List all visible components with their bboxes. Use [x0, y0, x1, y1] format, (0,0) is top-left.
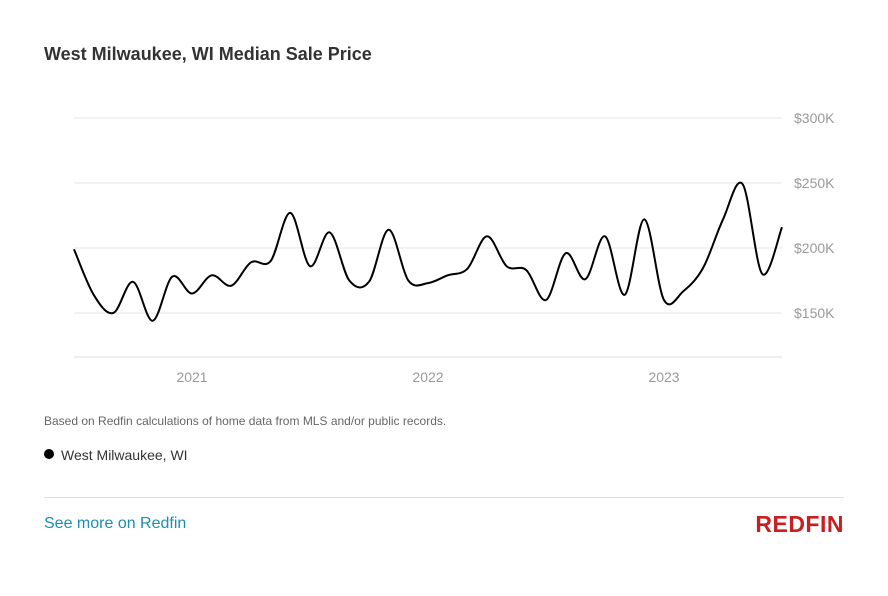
- data-point[interactable]: [148, 316, 158, 326]
- data-point[interactable]: [285, 208, 295, 218]
- data-point[interactable]: [777, 222, 787, 232]
- see-more-link[interactable]: See more on Redfin: [44, 515, 187, 532]
- data-point[interactable]: [443, 270, 453, 280]
- data-point[interactable]: [403, 276, 413, 286]
- source-note: Based on Redfin calculations of home dat…: [44, 414, 447, 428]
- grid-layer: [74, 117, 782, 314]
- data-point[interactable]: [108, 308, 118, 318]
- x-tick-label: 2022: [412, 369, 443, 385]
- data-point[interactable]: [305, 261, 315, 271]
- chart-title: West Milwaukee, WI Median Sale Price: [44, 44, 372, 64]
- data-point[interactable]: [364, 277, 374, 287]
- data-point[interactable]: [600, 231, 610, 241]
- redfin-logo[interactable]: REDFIN: [755, 511, 844, 537]
- data-point[interactable]: [226, 281, 236, 291]
- data-point[interactable]: [207, 270, 217, 280]
- data-point[interactable]: [561, 248, 571, 258]
- data-point[interactable]: [679, 286, 689, 296]
- y-tick-layer: $150K $200K $250K $300K: [794, 110, 835, 321]
- data-point[interactable]: [89, 290, 99, 300]
- y-tick-label: $250K: [794, 175, 835, 191]
- data-point[interactable]: [502, 261, 512, 271]
- data-point[interactable]: [482, 231, 492, 241]
- y-tick-label: $200K: [794, 240, 835, 256]
- data-point[interactable]: [718, 214, 728, 224]
- x-tick-label: 2023: [648, 369, 679, 385]
- data-point[interactable]: [580, 274, 590, 284]
- data-point[interactable]: [325, 227, 335, 237]
- legend-label: West Milwaukee, WI: [61, 447, 188, 463]
- data-point[interactable]: [187, 289, 197, 299]
- x-tick-label: 2021: [176, 369, 207, 385]
- data-point[interactable]: [246, 257, 256, 267]
- data-point[interactable]: [639, 214, 649, 224]
- data-point[interactable]: [384, 225, 394, 235]
- data-point[interactable]: [757, 269, 767, 279]
- data-point[interactable]: [698, 263, 708, 273]
- x-tick-layer: 2021 2022 2023: [176, 369, 679, 385]
- data-point[interactable]: [423, 278, 433, 288]
- data-point-layer: [69, 179, 787, 325]
- y-tick-label: $150K: [794, 305, 835, 321]
- data-point[interactable]: [462, 264, 472, 274]
- data-point[interactable]: [344, 276, 354, 286]
- footer-divider: [44, 497, 844, 498]
- series-line-west-milwaukee: [73, 181, 783, 322]
- data-point[interactable]: [521, 265, 531, 275]
- data-point[interactable]: [128, 277, 138, 287]
- data-point[interactable]: [659, 295, 669, 305]
- data-point[interactable]: [69, 244, 79, 254]
- legend-dot-icon: [44, 449, 54, 459]
- data-point[interactable]: [266, 256, 276, 266]
- chart-svg: $150K $200K $250K $300K 2021 2022 2023: [69, 110, 835, 385]
- y-tick-label: $300K: [794, 110, 835, 126]
- data-point[interactable]: [541, 295, 551, 305]
- data-point[interactable]: [738, 179, 748, 189]
- data-point[interactable]: [620, 290, 630, 300]
- data-point[interactable]: [167, 272, 177, 282]
- legend: West Milwaukee, WI: [44, 447, 188, 463]
